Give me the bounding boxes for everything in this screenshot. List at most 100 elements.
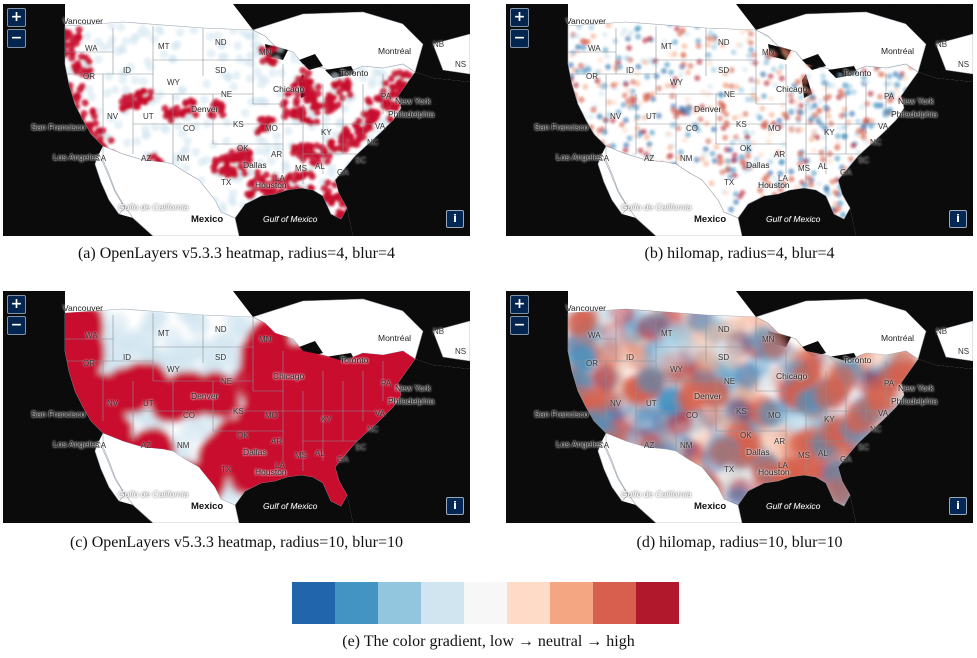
heat-spot: [684, 125, 690, 132]
heat-spot: [254, 146, 264, 156]
heat-spot: [568, 342, 597, 371]
gradient-swatch-5: [464, 582, 507, 624]
state-label-ne: NE: [221, 90, 233, 99]
heat-spot: [233, 41, 243, 51]
state-label-va: VA: [375, 409, 386, 418]
heat-spot: [155, 90, 165, 99]
heat-spot: [750, 86, 757, 93]
state-label-mn: MN: [762, 48, 775, 57]
heat-spot: [683, 31, 690, 38]
state-label-nv: NV: [107, 399, 119, 408]
heat-spot: [235, 54, 244, 64]
state-label-ut: UT: [646, 112, 657, 121]
zoom-in-button[interactable]: +: [510, 8, 529, 27]
heat-spot: [749, 129, 756, 136]
map-canvas[interactable]: [506, 4, 973, 236]
heat-spot: [694, 75, 701, 82]
heat-spot: [286, 394, 315, 423]
heat-spot: [265, 47, 273, 56]
map-canvas[interactable]: [3, 4, 470, 236]
place-label-new-york: New York: [898, 96, 934, 106]
heat-spot: [798, 126, 805, 133]
place-label-san-francisco: San Francisco: [534, 122, 589, 132]
heat-spot: [107, 136, 115, 144]
heat-spot: [788, 168, 795, 175]
heat-spot: [264, 54, 272, 62]
zoom-out-button[interactable]: −: [7, 29, 26, 48]
heat-spot: [716, 159, 724, 166]
heat-spot: [834, 155, 841, 162]
heat-spot: [173, 342, 196, 365]
heat-spot: [189, 25, 199, 35]
heat-spot: [241, 170, 249, 178]
heat-spot: [713, 143, 720, 150]
heat-spot: [256, 158, 265, 168]
heat-spot: [207, 375, 240, 408]
heat-spot: [805, 73, 812, 80]
heat-spot: [603, 53, 610, 60]
heat-spot: [93, 55, 103, 64]
place-label-gulf-of-mexico: Gulf of Mexico: [766, 501, 821, 511]
heat-spot: [585, 66, 592, 73]
heat-spot: [686, 105, 693, 112]
heat-spot: [569, 309, 598, 337]
baja-landmass: [94, 440, 126, 502]
heat-spot: [710, 126, 717, 133]
heat-spot: [780, 141, 787, 148]
heat-spot: [747, 39, 754, 46]
heat-spot: [779, 102, 786, 108]
map-panel-c[interactable]: WA OR ID MT ND SD WY NE NV UT CO KS CA AZ NM TX OK MN MO AR…: [3, 291, 470, 523]
heat-spot: [256, 116, 265, 124]
heat-spot: [820, 79, 827, 86]
map-canvas[interactable]: [3, 291, 470, 523]
place-label-houston: Houston: [255, 180, 287, 190]
attribution-info-button[interactable]: i: [446, 497, 464, 515]
heat-spot: [841, 124, 848, 131]
heat-spot: [776, 123, 783, 130]
zoom-in-button[interactable]: +: [510, 295, 529, 314]
heat-spot: [324, 179, 332, 187]
zoom-out-button[interactable]: −: [510, 316, 529, 335]
heat-spot: [834, 133, 841, 140]
zoom-out-button[interactable]: −: [510, 29, 529, 48]
state-label-ms: MS: [295, 451, 307, 460]
heat-spot: [213, 30, 222, 40]
attribution-info-button[interactable]: i: [949, 210, 967, 228]
heat-spot: [850, 89, 857, 96]
state-label-or: OR: [586, 72, 598, 81]
place-label-montreal: Montréal: [881, 46, 915, 56]
state-label-ks: KS: [736, 120, 747, 129]
map-panel-d[interactable]: WA OR ID MT ND SD WY NE NV UT CO KS CA AZ NM TX OK MN MO AR…: [506, 291, 973, 523]
heat-spot: [281, 98, 289, 106]
heat-spot: [181, 107, 189, 115]
attribution-info-button[interactable]: i: [446, 210, 464, 228]
heat-spot: [727, 147, 734, 153]
heat-spot: [676, 154, 683, 161]
heat-spot: [679, 27, 686, 34]
heat-spot: [806, 88, 813, 96]
heat-spot: [183, 136, 192, 146]
zoom-in-button[interactable]: +: [7, 295, 26, 314]
state-label-al: AL: [818, 449, 828, 458]
attribution-info-button[interactable]: i: [949, 497, 967, 515]
zoom-out-button[interactable]: −: [7, 316, 26, 335]
heat-spot: [836, 125, 843, 132]
heat-spot: [281, 182, 289, 190]
heat-spot: [615, 109, 622, 116]
maritime-landmass: [935, 320, 973, 362]
heat-spot: [810, 147, 817, 154]
state-label-sd: SD: [215, 353, 227, 362]
heat-spot: [867, 90, 874, 97]
heat-spot: [310, 159, 318, 168]
heat-spot: [381, 79, 390, 87]
heat-spot: [767, 130, 774, 137]
heat-spot: [793, 99, 799, 106]
zoom-in-button[interactable]: +: [7, 8, 26, 27]
state-label-sd: SD: [718, 66, 730, 75]
map-canvas[interactable]: [506, 291, 973, 523]
map-panel-b[interactable]: WA OR ID MT ND SD WY NE NV UT CO KS CA AZ NM TX OK MN MO AR…: [506, 4, 973, 236]
heat-spot: [93, 37, 103, 47]
map-panel-a[interactable]: WA OR ID MT ND SD WY NE NV UT CO KS CA AZ NM TX OK MN MO AR…: [3, 4, 470, 236]
heat-spot: [705, 138, 712, 145]
place-label-dallas: Dallas: [243, 447, 267, 457]
